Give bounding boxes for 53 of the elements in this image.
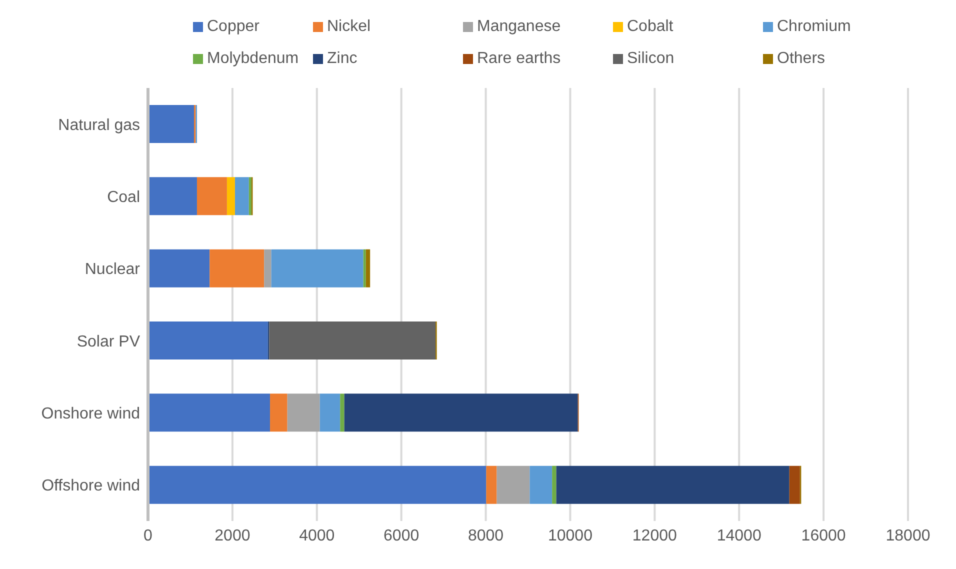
x-tick-label: 4000 <box>299 527 335 544</box>
legend-label: Copper <box>207 18 260 36</box>
bar <box>226 177 235 216</box>
legend-label: Others <box>777 50 826 68</box>
x-tick-label: 14000 <box>716 527 762 544</box>
bar <box>270 394 288 432</box>
bar <box>210 249 264 288</box>
bar <box>340 394 344 432</box>
bar <box>234 177 249 216</box>
x-tick-label: 12000 <box>632 527 678 544</box>
x-tick-label: 0 <box>144 527 153 544</box>
legend-label: Nickel <box>327 18 371 36</box>
bar <box>789 466 800 504</box>
y-tick-label: Offshore wind <box>42 478 140 495</box>
bar <box>148 322 268 360</box>
bar <box>248 177 252 216</box>
y-tick-label: Nuclear <box>84 261 141 278</box>
bar <box>486 466 497 504</box>
bar <box>363 249 366 288</box>
bar <box>148 249 210 288</box>
bar <box>269 322 436 360</box>
legend-label: Molybdenum <box>207 50 299 68</box>
x-tick-label: 2000 <box>214 527 250 544</box>
bar <box>320 394 340 432</box>
bar <box>264 249 272 288</box>
x-tick-label: 18000 <box>886 527 930 544</box>
bar <box>148 466 486 504</box>
bar <box>148 177 197 216</box>
bar <box>271 249 364 288</box>
y-tick-label: Natural gas <box>58 116 140 134</box>
bar <box>496 466 530 504</box>
bar <box>148 105 194 143</box>
x-tick-label: 8000 <box>468 527 504 544</box>
bar <box>196 177 227 216</box>
bar <box>552 466 556 504</box>
x-tick-label: 10000 <box>548 527 593 544</box>
legend-label: Manganese <box>477 18 561 36</box>
legend-label: Zinc <box>327 50 358 68</box>
bar <box>366 249 370 288</box>
y-tick-label: Onshore wind <box>41 405 140 422</box>
legend-label: Silicon <box>627 50 674 68</box>
legend-label: Rare earths <box>477 50 561 68</box>
bar <box>148 394 270 432</box>
bar <box>530 466 552 504</box>
x-tick-label: 16000 <box>801 527 846 544</box>
x-tick-label: 6000 <box>384 527 420 544</box>
legend-label: Chromium <box>777 18 851 36</box>
y-tick-label: Solar PV <box>76 333 140 350</box>
legend-label: Cobalt <box>627 18 674 36</box>
y-tick-label: Coal <box>107 188 140 206</box>
bar <box>344 394 578 432</box>
bar <box>556 466 790 504</box>
bar <box>287 394 320 432</box>
